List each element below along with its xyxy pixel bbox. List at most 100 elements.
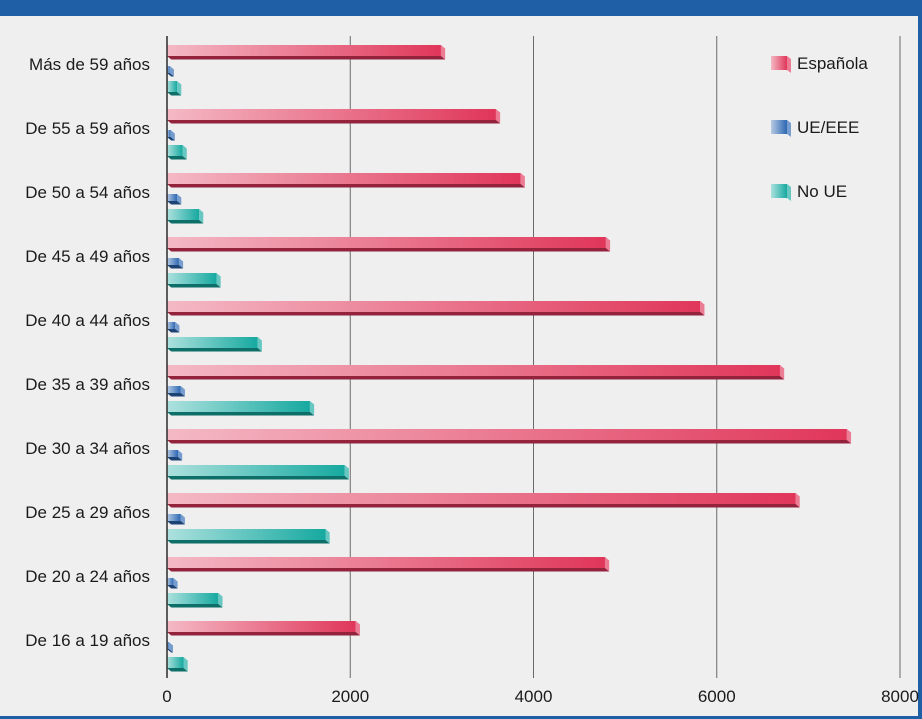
bar-edge — [167, 457, 183, 461]
bar-espa-ola — [167, 429, 847, 440]
bar-no-ue — [167, 81, 178, 92]
bar-edge — [167, 585, 178, 589]
bar-end — [183, 657, 188, 672]
bar-no-ue — [167, 657, 184, 668]
bar-ue-eee — [167, 514, 181, 521]
bar-espa-ola — [167, 493, 796, 504]
legend-swatch — [771, 184, 787, 198]
category-label: De 35 a 39 años — [25, 375, 150, 394]
bar-end — [177, 194, 182, 205]
bar-end — [173, 578, 178, 589]
bar-ue-eee — [167, 66, 170, 73]
bar-end — [216, 273, 221, 288]
category-label: De 45 a 49 años — [25, 247, 150, 266]
bar-edge — [167, 120, 501, 124]
bar-no-ue — [167, 209, 200, 220]
bar-end — [795, 493, 800, 508]
bar-espa-ola — [167, 557, 605, 568]
bar-edge — [167, 329, 180, 333]
bar-edge — [167, 668, 188, 672]
category-label: De 30 a 34 años — [25, 439, 150, 458]
bar-end — [175, 322, 180, 333]
category-label: De 55 a 59 años — [25, 119, 150, 138]
bar-end — [495, 109, 501, 124]
bar-ue-eee — [167, 578, 174, 585]
bar-end — [604, 557, 610, 572]
bar-edge — [167, 73, 174, 77]
legend-swatch-side — [787, 120, 791, 137]
bar-no-ue — [167, 337, 258, 348]
bar-end — [846, 429, 852, 444]
legend-swatch-side — [787, 184, 791, 201]
category-label: De 20 a 24 años — [25, 567, 150, 586]
bar-end — [325, 529, 330, 544]
bar-espa-ola — [167, 237, 606, 248]
category-label: De 50 a 54 años — [25, 183, 150, 202]
x-tick-label: 8000 — [881, 687, 919, 706]
legend-label: UE/EEE — [797, 118, 859, 137]
bar-edge — [167, 265, 184, 269]
bar-end — [520, 173, 525, 188]
category-label: De 25 a 29 años — [25, 503, 150, 522]
bar-edge — [167, 201, 182, 205]
legend-label: Española — [797, 54, 868, 73]
bar-edge — [167, 248, 611, 252]
bar-no-ue — [167, 593, 219, 604]
bar-espa-ola — [167, 621, 356, 632]
bar-edge — [167, 476, 349, 480]
legend-label: No UE — [797, 182, 847, 201]
bar-end — [700, 301, 705, 316]
bar-end — [199, 209, 204, 224]
bar-edge — [167, 521, 185, 525]
bar-edge — [167, 348, 262, 352]
bar-end — [344, 465, 349, 480]
bar-end — [177, 81, 182, 96]
bar-edge — [167, 440, 852, 444]
bar-no-ue — [167, 401, 310, 412]
bar-edge — [167, 568, 610, 572]
bar-end — [168, 642, 174, 653]
legend-swatch — [771, 120, 787, 134]
bar-edge — [167, 284, 221, 288]
bar-end — [169, 66, 174, 77]
bar-edge — [167, 632, 360, 636]
bar-edge — [167, 604, 223, 608]
bar-end — [779, 365, 785, 380]
bar-edge — [167, 56, 446, 60]
legend-swatch — [771, 56, 787, 70]
category-label: De 16 a 19 años — [25, 631, 150, 650]
bar-edge — [167, 649, 174, 653]
bar-end — [440, 45, 446, 60]
x-tick-label: 4000 — [515, 687, 553, 706]
bar-ue-eee — [167, 642, 169, 649]
x-tick-label: 0 — [162, 687, 171, 706]
bar-ue-eee — [167, 322, 176, 329]
bar-edge — [167, 184, 525, 188]
bar-edge — [167, 540, 330, 544]
header-bar — [0, 0, 922, 16]
bar-end — [355, 621, 360, 636]
bar-ue-eee — [167, 194, 178, 201]
bar-end — [257, 337, 262, 352]
bar-ue-eee — [167, 450, 178, 457]
bar-edge — [167, 92, 182, 96]
bar-no-ue — [167, 145, 183, 156]
category-label: Más de 59 años — [29, 55, 150, 74]
bar-ue-eee — [167, 130, 171, 137]
bar-espa-ola — [167, 365, 780, 376]
bar-ue-eee — [167, 386, 181, 393]
bar-no-ue — [167, 529, 326, 540]
category-label: De 40 a 44 años — [25, 311, 150, 330]
bar-ue-eee — [167, 258, 179, 265]
legend-swatch-side — [787, 56, 791, 73]
bar-espa-ola — [167, 45, 441, 56]
bar-end — [178, 258, 184, 269]
bar-edge — [167, 412, 315, 416]
bar-end — [218, 593, 223, 608]
bar-espa-ola — [167, 173, 521, 184]
bar-edge — [167, 137, 175, 141]
bar-edge — [167, 220, 204, 224]
bar-end — [605, 237, 611, 252]
